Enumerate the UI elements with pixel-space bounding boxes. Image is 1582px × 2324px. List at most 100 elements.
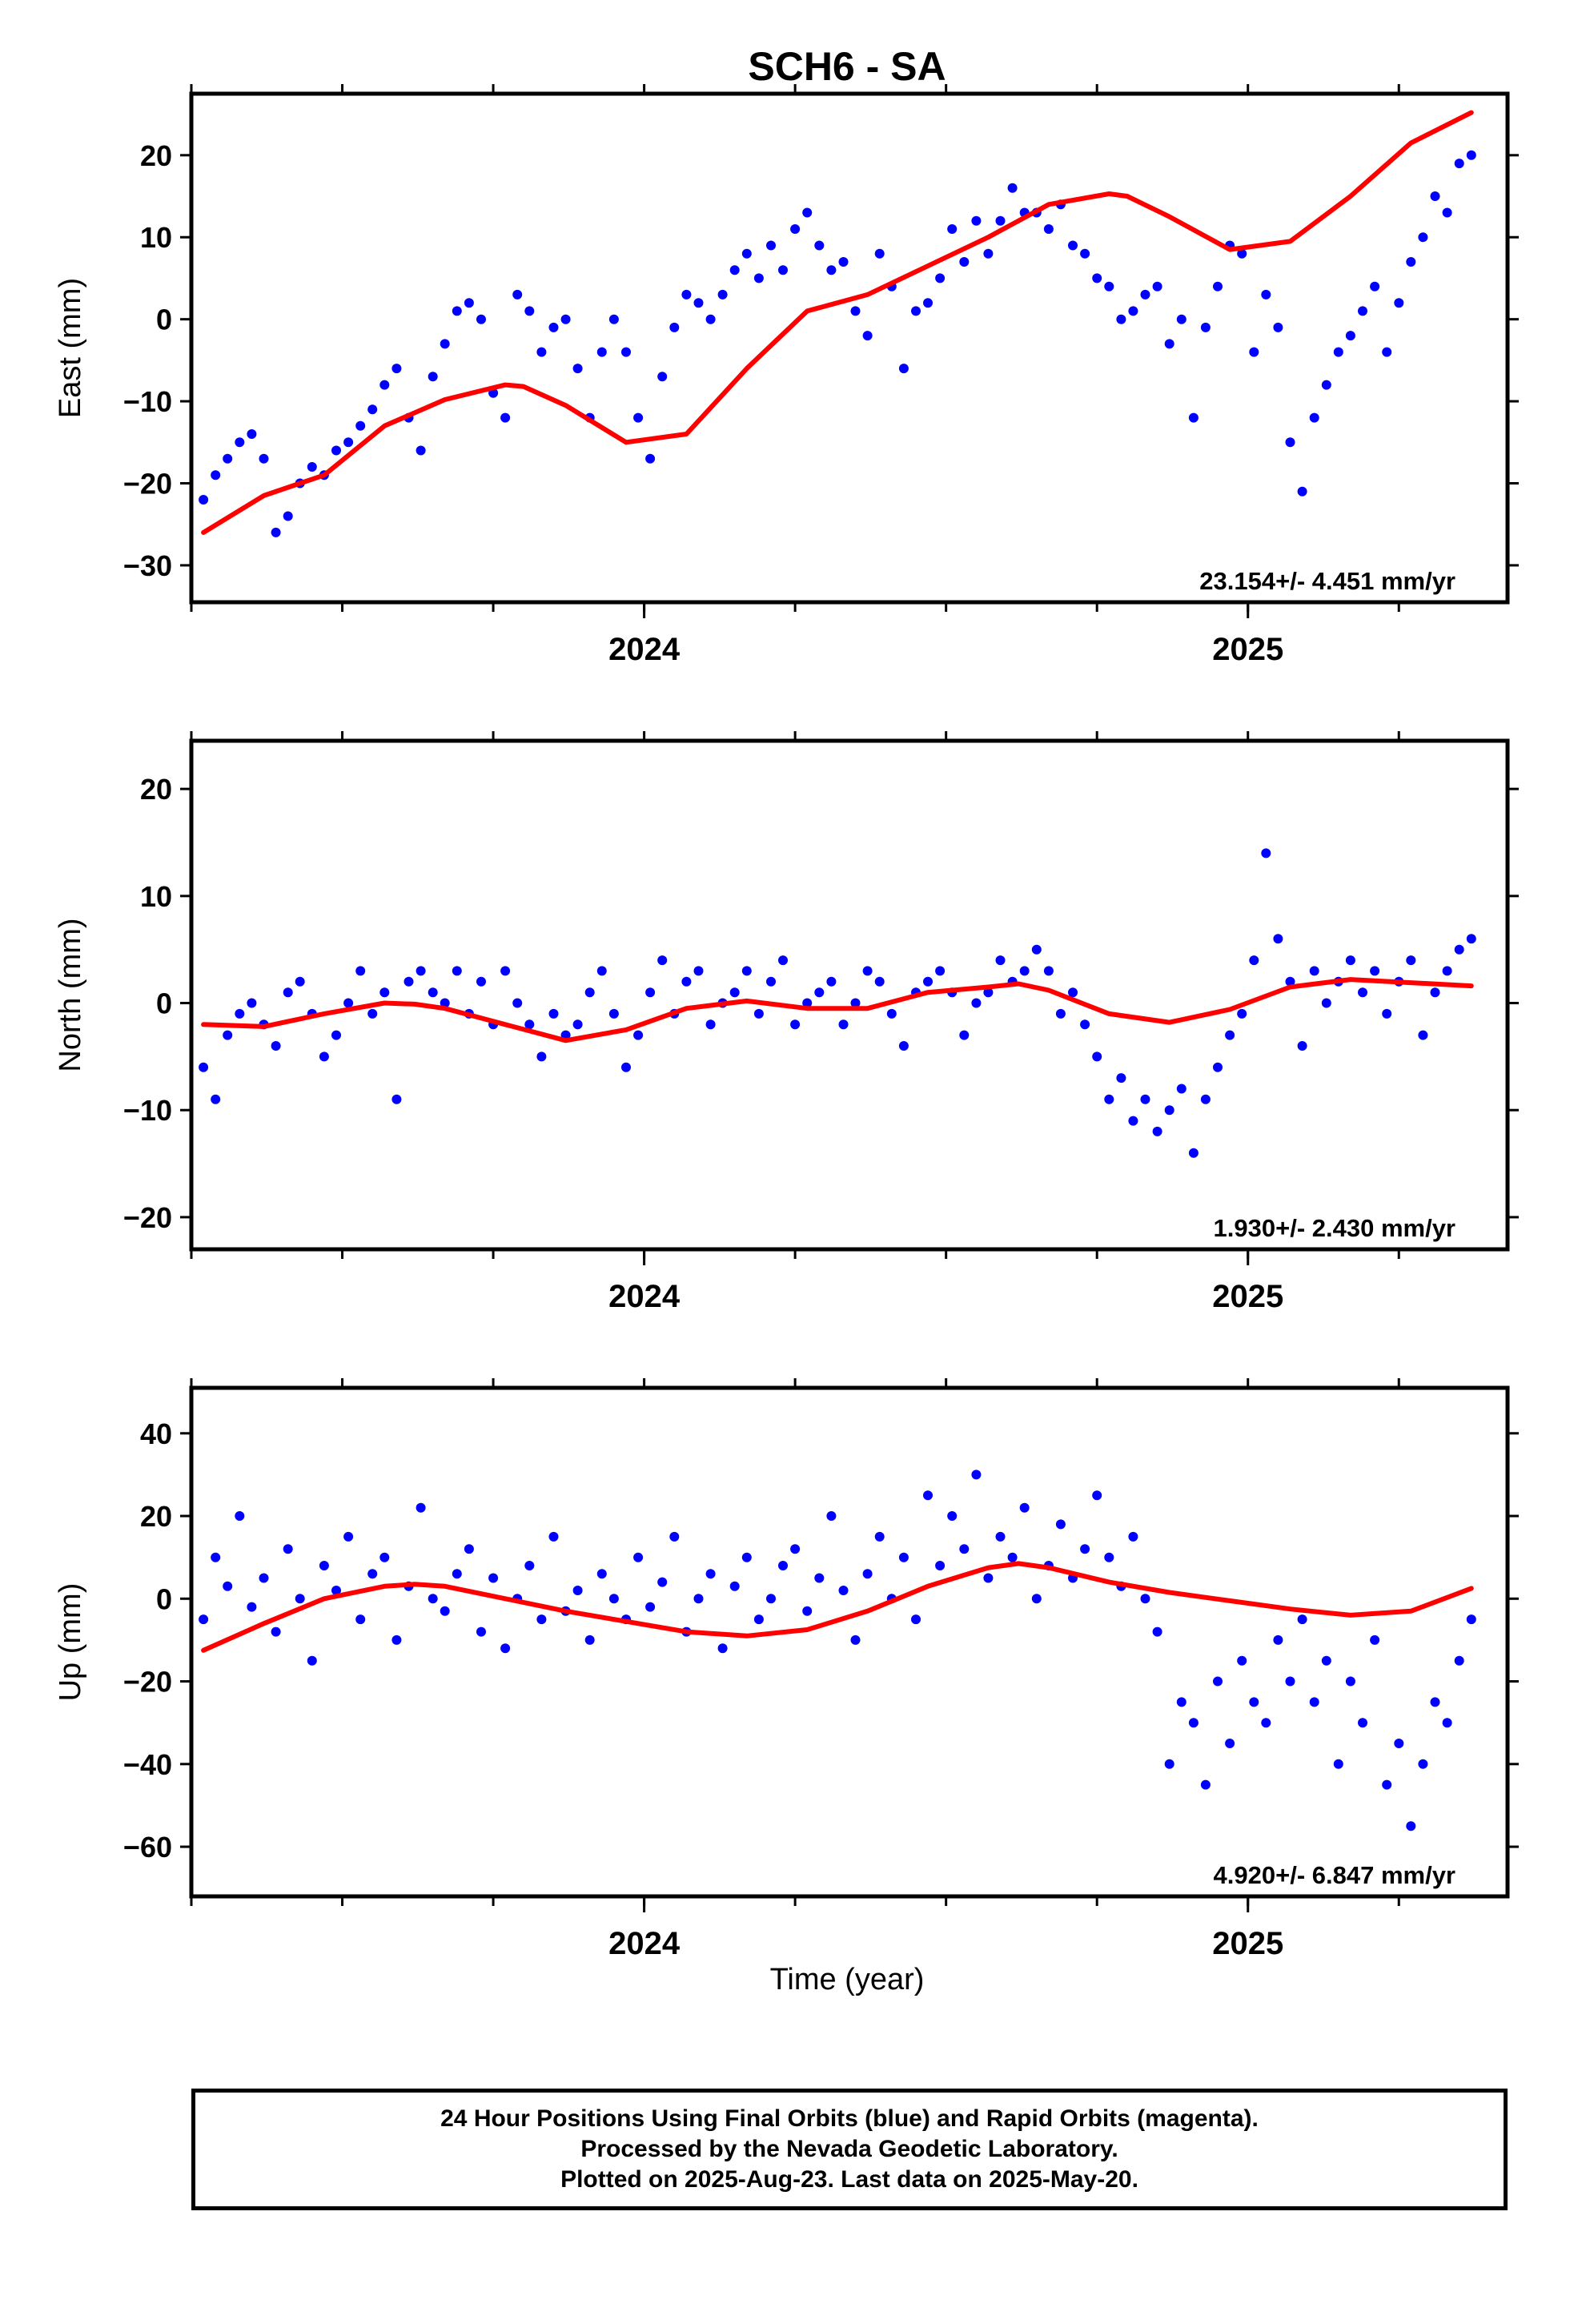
up-y-tick-label: 20 <box>140 1500 172 1533</box>
north-data-point <box>1442 966 1452 976</box>
east-data-point <box>428 372 438 382</box>
north-data-point <box>790 1019 801 1030</box>
north-data-point <box>814 987 825 998</box>
east-data-point <box>983 248 994 259</box>
north-data-point <box>223 1030 233 1040</box>
up-trend-line <box>201 1561 1474 1653</box>
up-y-tick-label: 0 <box>156 1582 172 1615</box>
up-data-point <box>247 1602 257 1612</box>
up-data-point <box>464 1544 474 1554</box>
up-y-axis-label: Up (mm) <box>54 1583 87 1702</box>
north-data-point <box>802 998 813 1008</box>
up-data-point <box>911 1614 921 1625</box>
north-data-point <box>838 1019 849 1030</box>
east-data-point <box>1128 306 1138 316</box>
up-panel: −60 −40 −20 0 20 40 2024 2025 Up (mm) 4.920+/- 6.… <box>54 1378 1519 1961</box>
north-data-point <box>681 976 692 987</box>
east-data-point <box>307 462 317 472</box>
north-data-point <box>729 987 740 998</box>
north-data-point <box>500 966 511 976</box>
north-y-tick-label: 10 <box>140 880 172 913</box>
east-data-point <box>199 495 209 505</box>
north-data-point <box>1164 1105 1174 1116</box>
east-data-point <box>959 257 970 267</box>
north-data-point <box>1031 944 1042 955</box>
north-data-point <box>850 998 861 1008</box>
east-data-point <box>862 331 873 341</box>
up-rate-label: 4.920+/- 6.847 mm/yr <box>1214 1861 1456 1889</box>
east-data-point <box>1152 281 1162 292</box>
up-data-point <box>935 1561 946 1570</box>
east-data-point <box>1394 298 1404 308</box>
east-y-tick-label: 20 <box>140 139 172 172</box>
east-data-point <box>1249 347 1259 357</box>
up-data-point <box>766 1594 776 1604</box>
up-data-point <box>705 1569 716 1579</box>
up-data-point <box>1104 1552 1114 1562</box>
east-x-tick-label: 2025 <box>1212 632 1283 667</box>
north-y-tick-label: 20 <box>140 773 172 806</box>
north-data-point <box>995 955 1006 966</box>
north-data-point <box>778 955 788 966</box>
east-data-point <box>1213 281 1223 292</box>
north-data-point <box>886 1008 897 1019</box>
east-data-point <box>1261 289 1271 300</box>
east-data-point <box>512 289 523 300</box>
up-data-point <box>1140 1594 1150 1604</box>
up-data-point <box>1080 1544 1090 1554</box>
east-data-point <box>874 248 885 259</box>
up-data-point <box>476 1626 486 1637</box>
up-data-point <box>1370 1634 1380 1645</box>
up-data-point <box>391 1634 402 1645</box>
north-data-point <box>753 1008 764 1019</box>
east-y-tick-label: −20 <box>123 467 172 500</box>
up-data-point <box>862 1569 873 1579</box>
north-data-point <box>621 1062 631 1072</box>
up-data-point <box>1345 1676 1355 1687</box>
north-data-point <box>428 987 438 998</box>
north-y-tick-label: −10 <box>123 1094 172 1127</box>
north-data-point <box>1321 998 1331 1008</box>
east-data-point <box>633 412 644 423</box>
up-data-point <box>814 1573 825 1583</box>
north-data-point <box>1213 1062 1223 1072</box>
east-data-point <box>826 265 837 275</box>
north-data-point <box>391 1094 402 1104</box>
up-data-point <box>440 1606 450 1616</box>
east-data-point <box>790 224 801 234</box>
east-data-point <box>802 207 813 218</box>
north-data-point <box>608 1008 619 1019</box>
east-data-point <box>331 445 341 456</box>
east-data-point <box>247 429 257 439</box>
up-data-point <box>1358 1718 1367 1728</box>
up-data-point <box>548 1531 559 1542</box>
north-data-point <box>1080 1019 1090 1030</box>
east-data-point <box>440 339 450 349</box>
north-data-point <box>271 1041 281 1051</box>
north-data-point <box>1140 1094 1150 1104</box>
east-data-point <box>1176 314 1186 324</box>
north-data-point <box>1116 1073 1126 1084</box>
up-data-point <box>790 1544 801 1554</box>
up-data-point <box>1382 1779 1392 1790</box>
chart-title: SCH6 - SA <box>748 44 946 89</box>
north-data-point <box>898 1041 909 1051</box>
east-data-point <box>681 289 692 300</box>
up-data-point <box>1261 1718 1271 1728</box>
east-data-point <box>778 265 788 275</box>
north-data-point <box>247 998 257 1008</box>
east-data-point <box>235 437 245 448</box>
east-rate-label: 23.154+/- 4.451 mm/yr <box>1199 567 1456 595</box>
north-data-point <box>584 987 595 998</box>
north-data-point <box>1430 987 1440 998</box>
east-data-point <box>500 412 511 423</box>
east-data-point <box>608 314 619 324</box>
east-data-point <box>995 215 1006 226</box>
north-data-point <box>1092 1051 1102 1062</box>
up-data-point <box>838 1586 849 1595</box>
east-data-point <box>379 380 390 390</box>
north-data-point <box>367 1008 378 1019</box>
north-data-point <box>343 998 354 1008</box>
north-y-axis-label: North (mm) <box>54 918 87 1072</box>
